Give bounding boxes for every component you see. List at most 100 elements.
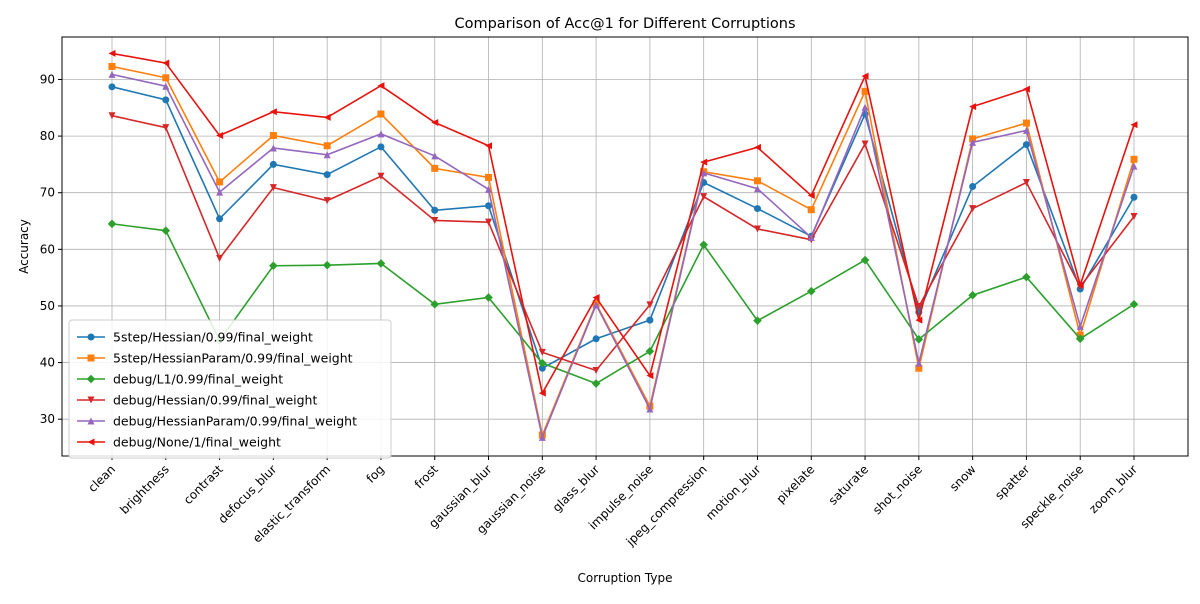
data-point — [538, 358, 547, 368]
data-point — [1022, 179, 1030, 187]
y-tick-label: 60 — [40, 242, 55, 256]
data-point — [431, 118, 439, 126]
data-point — [1130, 155, 1138, 163]
x-tick-label: contrast — [181, 462, 226, 507]
y-tick-label: 80 — [40, 129, 55, 143]
data-point — [538, 433, 546, 441]
data-point — [860, 255, 870, 265]
legend-marker — [87, 396, 95, 404]
data-point — [861, 103, 869, 111]
legend-box — [68, 319, 392, 459]
data-point — [592, 367, 600, 375]
data-point — [269, 184, 277, 192]
data-point — [108, 70, 116, 78]
data-point — [269, 160, 277, 168]
x-tick-label: shot_noise — [870, 462, 925, 517]
data-point — [1022, 119, 1030, 127]
data-point — [700, 158, 708, 166]
data-point — [861, 72, 869, 80]
x-tick-label: motion_blur — [703, 462, 764, 523]
series-line — [111, 223, 1135, 385]
data-point — [216, 254, 224, 262]
legend-item: 5step/Hessian/0.99/final_weight — [77, 330, 313, 345]
series-line — [111, 52, 1135, 396]
data-point — [1022, 85, 1030, 93]
data-point — [969, 103, 977, 111]
series-layer — [107, 49, 1139, 441]
data-point — [1075, 334, 1085, 344]
series-line — [111, 73, 1135, 441]
data-point — [753, 205, 761, 213]
legend-item: debug/Hessian/0.99/final_weight — [77, 393, 317, 408]
legend-item: debug/None/1/final_weight — [77, 435, 281, 450]
data-point — [485, 142, 493, 150]
data-point — [323, 142, 331, 150]
data-point — [753, 143, 761, 151]
data-point — [861, 87, 869, 95]
data-point — [108, 49, 116, 57]
legend-marker — [87, 354, 95, 362]
x-tick-label: pixelate — [774, 462, 818, 506]
x-tick-label: fog — [364, 462, 387, 485]
data-point — [216, 215, 224, 223]
data-point — [485, 173, 493, 181]
data-point — [914, 335, 924, 344]
data-point — [108, 112, 116, 120]
x-tick-label: brightness — [117, 462, 172, 517]
data-point — [269, 108, 277, 116]
data-point — [915, 303, 923, 311]
data-point — [807, 192, 815, 200]
legend-marker — [87, 333, 95, 341]
data-point — [485, 218, 493, 226]
legend-label: 5step/HessianParam/0.99/final_weight — [113, 351, 353, 366]
data-point — [216, 178, 224, 186]
data-point — [592, 301, 600, 309]
x-tick-label: spatter — [992, 462, 1032, 502]
data-point — [699, 240, 708, 250]
data-point — [377, 110, 385, 118]
data-point — [431, 152, 439, 160]
legend-item: 5step/HessianParam/0.99/final_weight — [77, 351, 353, 366]
data-point — [323, 151, 331, 159]
data-point — [1076, 322, 1084, 330]
legend-marker — [87, 438, 95, 446]
data-point — [431, 164, 439, 172]
data-point — [646, 316, 654, 324]
legend-marker — [86, 374, 96, 384]
data-point — [1022, 272, 1031, 282]
data-point — [915, 359, 923, 367]
data-point — [377, 143, 385, 151]
plot-frame — [61, 36, 1189, 457]
x-tick-label: clean — [85, 462, 118, 495]
x-axis-label: Corruption Type — [578, 571, 673, 585]
data-point — [1022, 126, 1030, 134]
data-point — [216, 132, 224, 140]
data-point — [377, 130, 385, 138]
data-point — [646, 301, 654, 309]
data-point — [107, 219, 117, 229]
data-point — [323, 113, 331, 121]
data-point — [377, 172, 385, 180]
data-point — [1130, 212, 1138, 220]
data-point — [269, 132, 277, 140]
legend-label: debug/Hessian/0.99/final_weight — [113, 393, 317, 408]
legend: 5step/Hessian/0.99/final_weight 5step/Hes… — [68, 319, 392, 459]
data-point — [162, 96, 170, 104]
data-point — [323, 197, 331, 205]
y-tick-label: 30 — [40, 412, 55, 426]
data-point — [431, 206, 439, 214]
data-point — [484, 293, 493, 302]
data-point — [1130, 162, 1138, 170]
y-tick-label: 40 — [40, 356, 55, 370]
data-point — [377, 82, 385, 90]
y-tick-label: 50 — [40, 299, 55, 313]
data-point — [592, 335, 600, 343]
data-point — [1129, 299, 1139, 309]
data-point — [162, 124, 170, 132]
data-point — [430, 299, 440, 309]
data-point — [807, 233, 815, 241]
data-point — [162, 82, 170, 90]
data-point — [969, 138, 977, 146]
